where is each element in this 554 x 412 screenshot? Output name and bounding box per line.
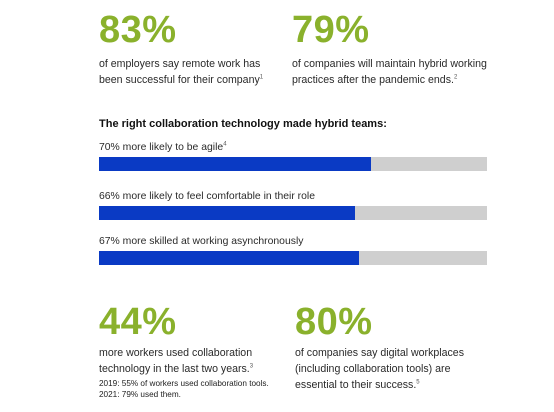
bar-label: 70% more likely to be agile4 xyxy=(99,141,487,157)
bar-track xyxy=(99,206,487,220)
bar-row-agile: 70% more likely to be agile4 xyxy=(99,141,487,171)
footnote-ref: 2 xyxy=(453,74,458,81)
bar-track xyxy=(99,251,487,265)
stat-value: 79% xyxy=(292,9,370,51)
bar-row-asynchronous: 67% more skilled at working asynchronous… xyxy=(99,235,487,265)
bar-label-text: 67% more skilled at working asynchronous… xyxy=(99,236,304,247)
stat-employers-remote-work: 83% of employers say remote work has bee… xyxy=(99,10,299,88)
bar-label-text: 66% more likely to feel comfortable in t… xyxy=(99,191,315,202)
stat-line: of companies will maintain hybrid workin… xyxy=(292,58,487,70)
stat-line: technology in the last two years. xyxy=(99,363,250,375)
bar-track xyxy=(99,157,487,171)
stat-line: been successful for their company xyxy=(99,74,260,86)
bar-label: 67% more skilled at working asynchronous… xyxy=(99,235,487,251)
stat-line: (including collaboration tools) are xyxy=(295,363,451,375)
stat-collaboration-usage: 44% more workers used collaboration tech… xyxy=(99,302,299,400)
stat-note-line: 2019: 55% of workers used collaboration … xyxy=(99,379,269,388)
footnote-ref: 1 xyxy=(259,74,264,81)
stat-line: of companies say digital workplaces xyxy=(295,347,464,359)
bar-fill xyxy=(99,206,356,220)
stat-line: essential to their success. xyxy=(295,379,417,391)
stat-description: of companies will maintain hybrid workin… xyxy=(292,56,522,88)
stat-description: of employers say remote work has been su… xyxy=(99,56,299,88)
chart-title: The right collaboration technology made … xyxy=(99,118,387,130)
bar-row-comfortable: 66% more likely to feel comfortable in t… xyxy=(99,190,487,220)
stat-hybrid-working: 79% of companies will maintain hybrid wo… xyxy=(292,10,522,88)
bar-fill xyxy=(99,157,371,171)
stat-line: of employers say remote work has xyxy=(99,58,261,70)
bar-label: 66% more likely to feel comfortable in t… xyxy=(99,190,487,206)
stat-digital-workplaces: 80% of companies say digital workplaces … xyxy=(295,302,505,393)
footnote-ref: 4 xyxy=(223,141,227,148)
stat-line: more workers used collaboration xyxy=(99,347,253,359)
stat-note-line: 2021: 79% used them. xyxy=(99,390,181,399)
stat-description: more workers used collaboration technolo… xyxy=(99,345,299,377)
footnote-ref: 3 xyxy=(249,363,254,370)
stat-value: 83% xyxy=(99,9,177,51)
stat-note: 2019: 55% of workers used collaboration … xyxy=(99,378,299,400)
bar-label-text: 70% more likely to be agile xyxy=(99,142,224,153)
footnote-ref: 5 xyxy=(416,379,420,386)
stat-line: practices after the pandemic ends. xyxy=(292,74,454,86)
stat-value: 80% xyxy=(295,301,373,343)
stat-value: 44% xyxy=(99,301,177,343)
stat-description: of companies say digital workplaces (inc… xyxy=(295,345,505,393)
bar-fill xyxy=(99,251,359,265)
